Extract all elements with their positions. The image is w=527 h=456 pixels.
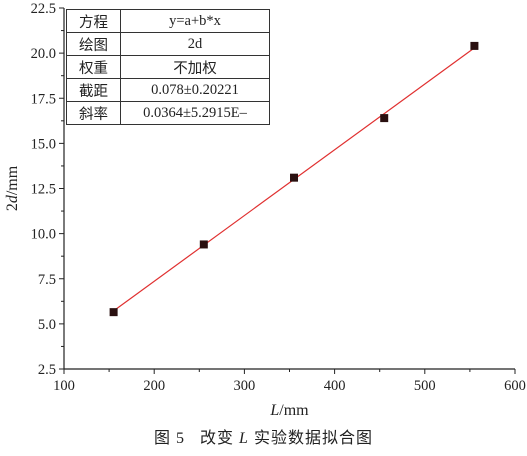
x-tick-label: 100 [53,378,75,394]
fit-table-value: 0.078±0.20221 [120,78,270,102]
x-tick-label: 600 [504,378,526,394]
y-tick-label: 17.5 [31,91,56,107]
fit-table-value: 不加权 [120,55,270,79]
fit-table-key: 绘图 [66,32,121,56]
y-tick-label: 20.0 [31,46,56,62]
data-point [199,240,208,249]
fit-table-row: 绘图 2d [66,32,270,56]
caption-figure-number: 图 5 [154,430,186,447]
data-point [290,173,299,182]
data-point [380,114,389,123]
caption-prefix: 改变 [200,430,235,447]
fit-parameters-table: 方程 y=a+b*x 绘图 2d 权重 不加权 截距 0.078±0.20221 斜率 0.036… [66,9,270,125]
x-tick-label: 300 [234,378,256,394]
y-tick-label: 7.5 [38,272,56,288]
y-tick-label: 15.0 [31,136,56,152]
caption-variable: L [239,430,249,447]
fit-table-value: 0.0364±5.2915E– [120,101,270,125]
fit-table-key: 权重 [66,55,121,79]
y-tick-label: 22.5 [31,1,56,17]
fit-table-row: 权重 不加权 [66,55,270,79]
x-tick-label: 400 [324,378,346,394]
y-tick-label: 5.0 [38,317,56,333]
caption-suffix: 实验数据拟合图 [253,430,373,447]
y-tick-label: 10.0 [31,227,56,243]
y-tick-label: 2.5 [38,362,56,378]
data-point [470,41,479,50]
x-axis-ticks: 100 200 300 400 500 600 [53,369,526,394]
x-tick-label: 200 [143,378,165,394]
figure-caption: 图 5 改变 L 实验数据拟合图 [0,424,527,448]
x-axis-title: L/mm [269,402,309,419]
fit-table-value: 2d [120,32,270,56]
y-axis-title: 2d/mm [4,165,21,211]
y-axis-unit: /mm [4,165,21,195]
y-axis-prefix: 2 [4,203,21,211]
x-axis-unit: /mm [279,402,309,419]
fit-table-key: 斜率 [66,101,121,125]
x-axis-variable: L [269,402,279,419]
y-axis-ticks: 2.5 5.0 7.5 10.0 12.5 15.0 17.5 20.0 22.5 [31,1,64,378]
y-axis-variable: d [4,194,21,203]
fit-table-row: 截距 0.078±0.20221 [66,78,270,102]
data-points [109,41,479,317]
fit-table-row: 斜率 0.0364±5.2915E– [66,101,270,125]
fit-table-row: 方程 y=a+b*x [66,9,270,33]
x-tick-label: 500 [414,378,436,394]
fit-table-key: 方程 [66,9,121,33]
fit-table-value: y=a+b*x [120,9,270,33]
y-tick-label: 12.5 [31,182,56,198]
data-point [109,308,118,317]
fit-table-key: 截距 [66,78,121,102]
